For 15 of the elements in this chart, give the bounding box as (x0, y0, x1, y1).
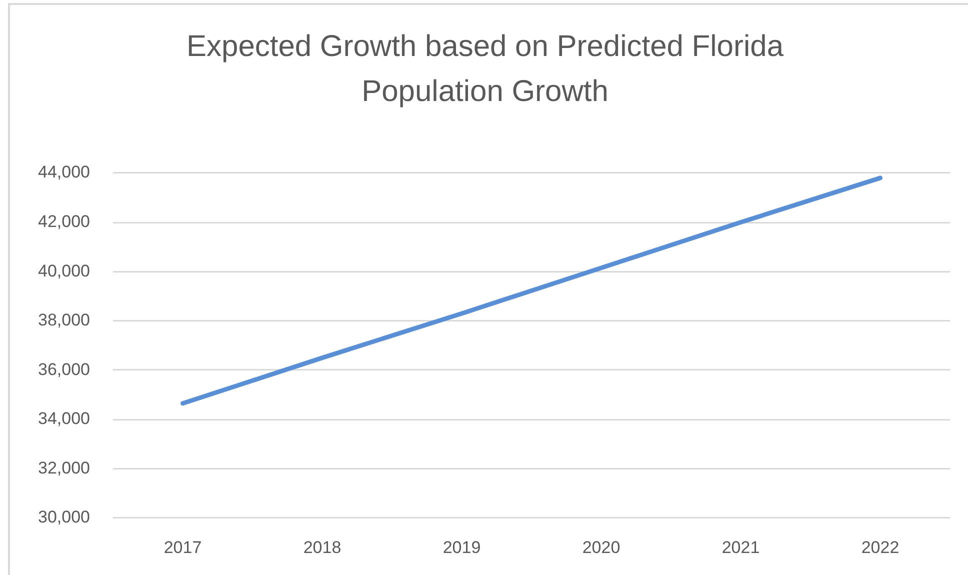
chart-title: Expected Growth based on Predicted Florida Population Growth (186, 29, 784, 110)
x-tick-label: 2019 (442, 538, 481, 557)
y-tick-label: 34,000 (38, 409, 90, 428)
x-tick-label: 2022 (861, 538, 900, 557)
x-tick-label: 2021 (722, 538, 760, 557)
y-tick-label: 42,000 (38, 212, 90, 231)
y-tick-label: 32,000 (38, 458, 90, 478)
y-tick-label: 36,000 (38, 360, 90, 379)
x-tick-label: 2020 (582, 538, 620, 557)
y-tick-label: 30,000 (38, 508, 90, 527)
y-tick-label: 44,000 (38, 162, 90, 182)
y-tick-label: 40,000 (38, 261, 90, 280)
x-tick-label: 2018 (303, 538, 342, 557)
x-tick-label: 2017 (164, 538, 202, 557)
y-tick-label: 38,000 (38, 310, 90, 330)
